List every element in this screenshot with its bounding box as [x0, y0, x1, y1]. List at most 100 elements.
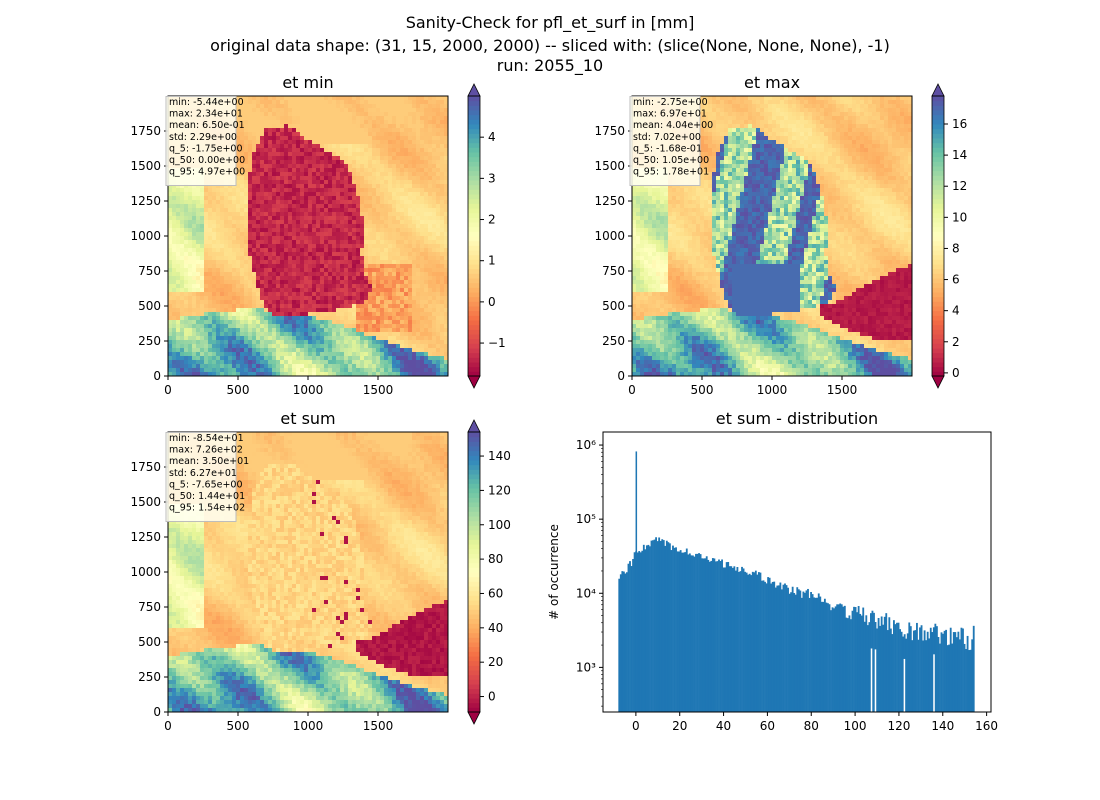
histogram-bar [917, 639, 920, 712]
et-min-colorbar-band [468, 231, 480, 237]
et-min-colorbar-band [468, 184, 480, 190]
histogram-bar [911, 640, 914, 712]
histogram-bar [741, 566, 743, 712]
et-max-colorbar-band [932, 320, 944, 326]
et-max-colorbar-band [932, 329, 944, 335]
histogram-bar [638, 551, 641, 712]
figure-title-line-1: Sanity-Check for pfl_et_surf in [mm] [405, 13, 695, 32]
et-sum-colorbar-band [468, 520, 480, 526]
et-sum-colorbar-tick-label: 80 [488, 552, 503, 566]
histogram-xtick-label: 80 [804, 719, 819, 733]
et-min-stat-line: min: -5.44e+00 [169, 97, 244, 108]
et-sum-colorbar-band [468, 502, 480, 508]
histogram-bar [776, 585, 779, 712]
et-max-colorbar-band [932, 338, 944, 344]
histogram-bar [629, 561, 631, 712]
et-min-colorbar-band [468, 278, 480, 284]
et-sum-colorbar-band [468, 665, 480, 671]
histogram-bar [730, 566, 733, 712]
histogram-bar [871, 610, 874, 712]
et-min-colorbar-band [468, 119, 480, 125]
histogram-bar [750, 575, 753, 712]
et-max-colorbar-band [932, 250, 944, 256]
et-sum-colorbar-band [468, 702, 480, 708]
histogram-bar [966, 635, 969, 712]
histogram-bar [859, 613, 862, 712]
et-sum-stat-line: q_95: 1.54e+02 [169, 503, 245, 514]
et-sum-stat-line: q_5: -7.65e+00 [169, 479, 243, 490]
histogram-bar [819, 596, 822, 712]
histogram-bar [668, 543, 671, 712]
et-min-colorbar-band [468, 240, 480, 246]
et-sum-colorbar-band [468, 707, 480, 713]
histogram-bar [836, 604, 839, 712]
histogram-bar [751, 571, 754, 712]
histogram-bar [889, 628, 892, 712]
et-min-colorbar-band [468, 287, 480, 293]
histogram-bar [662, 540, 665, 712]
histogram-bar [713, 558, 716, 712]
et-max-colorbar-band [932, 352, 944, 358]
et-sum-stat-line: q_50: 1.44e+01 [169, 491, 245, 502]
et-max-colorbar-band [932, 96, 944, 102]
et-max-colorbar-band [932, 282, 944, 288]
et-sum-colorbar-band [468, 432, 480, 438]
histogram-bar [943, 630, 946, 712]
et-sum-colorbar-band [468, 651, 480, 657]
histogram-bar [644, 549, 647, 712]
histogram-bar [779, 582, 782, 712]
et-max-colorbar-band [932, 212, 944, 218]
et-max-ytick-label: 750 [602, 264, 625, 278]
histogram-bar [624, 573, 627, 712]
histogram-bar [681, 552, 684, 712]
et-sum-ytick-label: 750 [138, 600, 161, 614]
et-max-colorbar-band [932, 264, 944, 270]
et-min-stats-background [165, 96, 237, 186]
histogram-bar [738, 571, 740, 712]
et-sum-colorbar-band [468, 455, 480, 461]
et-max-colorbar-extend-min [931, 375, 945, 389]
et-max-colorbar-band [932, 306, 944, 312]
et-max-colorbar-band [932, 343, 944, 349]
histogram-bar [791, 586, 794, 712]
et-sum-colorbar-band [468, 562, 480, 568]
et-sum-colorbar-band [468, 595, 480, 601]
et-min-xtick-label: 1000 [293, 383, 324, 397]
histogram-bar [639, 552, 642, 712]
histogram-bar [850, 619, 852, 712]
histogram-bar [879, 625, 882, 712]
histogram-bar [659, 540, 662, 712]
histogram-bar [693, 556, 696, 712]
et-min-colorbar-band [468, 133, 480, 139]
histogram-bar [886, 630, 889, 712]
histogram-bar [727, 561, 730, 712]
et-max-colorbar-band [932, 226, 944, 232]
histogram-bar [811, 594, 814, 712]
et-max-colorbar-band [932, 324, 944, 330]
et-sum-ytick-label: 500 [138, 635, 161, 649]
et-min-colorbar-band [468, 175, 480, 181]
et-min-colorbar-band [468, 170, 480, 176]
histogram-bar [702, 558, 705, 712]
et-min-colorbar-band [468, 194, 480, 200]
et-max-colorbar-band [932, 208, 944, 214]
et-min-stat-line: q_5: -1.75e+00 [169, 143, 243, 154]
et-sum-stat-line: std: 6.27e+01 [169, 468, 237, 479]
et-min-colorbar-band [468, 310, 480, 316]
et-max-colorbar-band [932, 156, 944, 162]
et-max-colorbar: 0 2 4 6 8 10 12 14 16 [931, 83, 967, 389]
et-sum-colorbar-tick-label: 20 [488, 655, 503, 669]
et-max-stat-line: q_95: 1.78e+01 [633, 167, 709, 178]
histogram-bar [949, 627, 952, 712]
et-min-ytick-label: 500 [138, 299, 161, 313]
et-min-colorbar-band [468, 114, 480, 120]
histogram-bar [688, 553, 691, 712]
et-sum-colorbar-band [468, 497, 480, 503]
histogram-bar [761, 580, 763, 712]
et-max-colorbar-band [932, 268, 944, 274]
histogram-bar [641, 550, 644, 712]
histogram-bar [916, 622, 918, 712]
histogram-bar [797, 589, 800, 712]
et-max-colorbar-band [932, 217, 944, 223]
